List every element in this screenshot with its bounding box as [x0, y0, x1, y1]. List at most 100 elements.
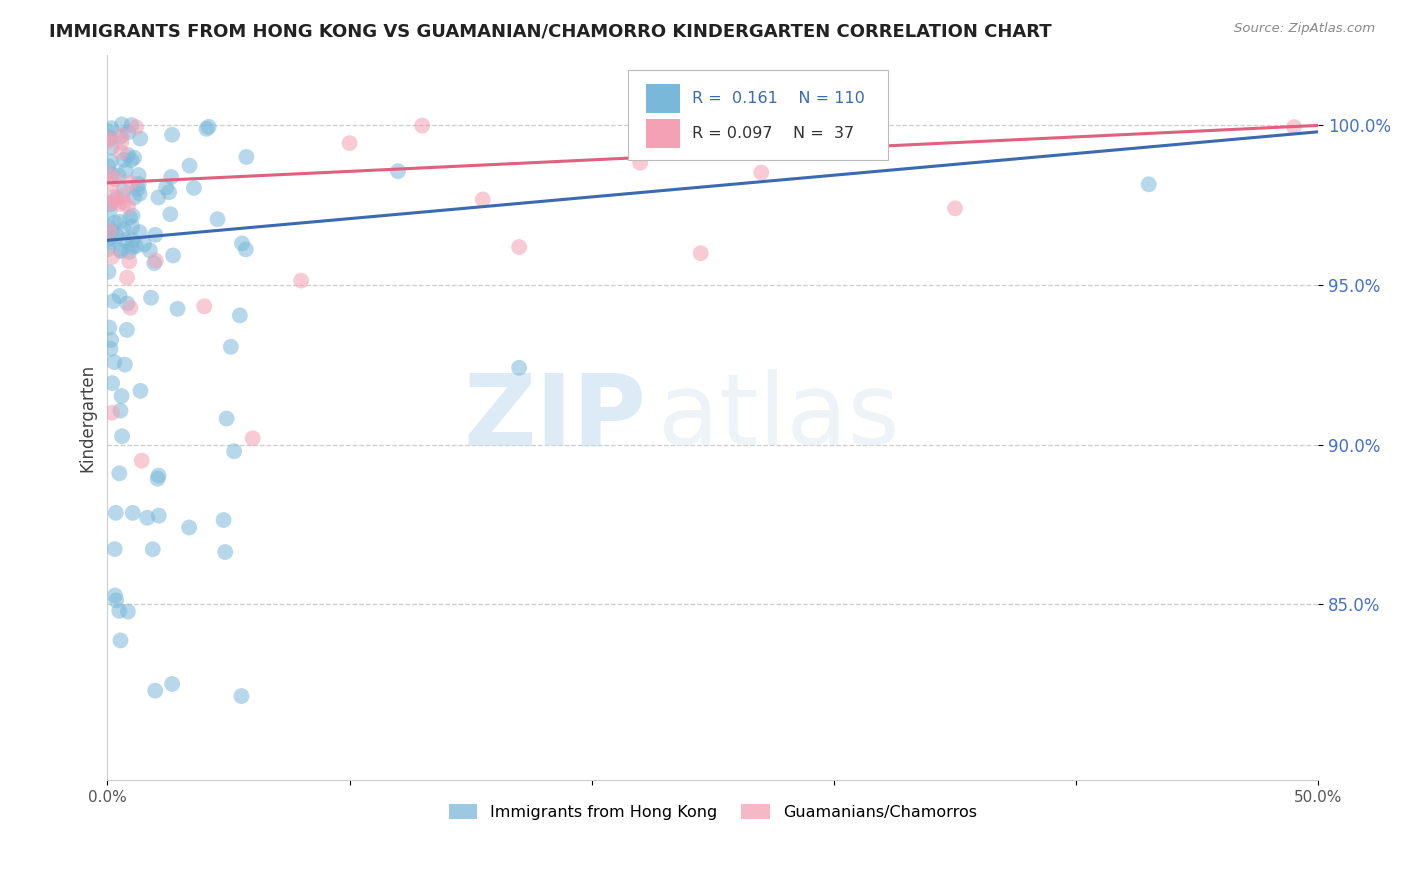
Point: [101, 168, 124, 182]
FancyBboxPatch shape: [647, 84, 681, 113]
Point: [110, 403, 132, 417]
Point: [97, 167, 120, 181]
Point: [229, 309, 252, 323]
Point: [749, 165, 772, 179]
Point: [235, 243, 257, 257]
Point: [112, 195, 135, 210]
Point: [143, 683, 166, 698]
Point: [97, 242, 120, 256]
Point: [943, 202, 966, 216]
Point: [98, 224, 121, 238]
Point: [118, 254, 141, 268]
Point: [114, 163, 136, 178]
Point: [508, 240, 530, 254]
Point: [98, 235, 121, 249]
Point: [121, 118, 143, 132]
Point: [131, 453, 153, 467]
Point: [121, 209, 143, 223]
Point: [207, 212, 229, 227]
Point: [689, 246, 711, 260]
Point: [117, 296, 139, 310]
Point: [98, 204, 121, 219]
Point: [120, 301, 142, 315]
Point: [148, 468, 170, 483]
Point: [121, 506, 143, 520]
Point: [110, 244, 132, 258]
Point: [98, 195, 121, 210]
Point: [118, 211, 141, 225]
Point: [114, 233, 136, 247]
Point: [224, 444, 246, 458]
FancyBboxPatch shape: [628, 70, 889, 161]
Point: [100, 121, 122, 136]
Point: [166, 301, 188, 316]
Point: [111, 128, 134, 143]
Point: [97, 219, 120, 234]
Point: [104, 589, 127, 603]
Point: [231, 236, 253, 251]
Point: [112, 184, 135, 198]
Point: [142, 542, 165, 557]
Point: [108, 197, 131, 211]
Point: [105, 593, 128, 607]
Point: [139, 291, 162, 305]
Point: [1137, 178, 1160, 192]
Point: [179, 520, 201, 534]
Text: Source: ZipAtlas.com: Source: ZipAtlas.com: [1234, 22, 1375, 36]
Point: [145, 253, 167, 268]
Point: [148, 508, 170, 523]
Point: [117, 605, 139, 619]
Point: [117, 199, 139, 213]
Point: [112, 222, 135, 236]
Point: [157, 185, 180, 199]
Point: [143, 227, 166, 242]
Point: [101, 177, 124, 191]
Point: [508, 360, 530, 375]
Point: [1282, 120, 1305, 134]
Point: [231, 689, 253, 703]
Point: [160, 169, 183, 184]
Point: [97, 159, 120, 173]
Point: [290, 274, 312, 288]
Point: [212, 513, 235, 527]
Point: [120, 176, 142, 190]
Point: [128, 177, 150, 191]
Point: [143, 256, 166, 270]
Point: [103, 355, 125, 369]
Text: IMMIGRANTS FROM HONG KONG VS GUAMANIAN/CHAMORRO KINDERGARTEN CORRELATION CHART: IMMIGRANTS FROM HONG KONG VS GUAMANIAN/C…: [49, 22, 1052, 40]
Point: [214, 545, 236, 559]
Point: [128, 186, 150, 201]
Point: [118, 245, 141, 260]
Text: atlas: atlas: [658, 369, 900, 466]
Point: [235, 150, 257, 164]
Point: [215, 411, 238, 425]
Point: [100, 333, 122, 347]
Point: [159, 207, 181, 221]
Point: [139, 244, 162, 258]
Point: [111, 188, 134, 202]
Point: [108, 289, 131, 303]
Point: [98, 131, 121, 145]
Point: [111, 117, 134, 131]
Point: [242, 431, 264, 445]
Point: [162, 248, 184, 262]
Point: [125, 239, 148, 253]
Point: [193, 299, 215, 313]
Point: [160, 128, 183, 142]
Text: R =  0.161    N = 110: R = 0.161 N = 110: [692, 91, 865, 106]
Point: [195, 121, 218, 136]
Point: [105, 229, 128, 244]
Point: [108, 604, 131, 618]
Point: [101, 250, 124, 264]
Point: [110, 389, 132, 403]
Point: [98, 320, 121, 334]
Point: [110, 633, 132, 648]
Point: [148, 190, 170, 204]
Point: [110, 243, 132, 257]
Point: [122, 190, 145, 204]
Point: [339, 136, 361, 150]
Point: [97, 265, 120, 279]
Point: [100, 140, 122, 154]
Point: [121, 219, 143, 234]
Point: [111, 429, 134, 443]
